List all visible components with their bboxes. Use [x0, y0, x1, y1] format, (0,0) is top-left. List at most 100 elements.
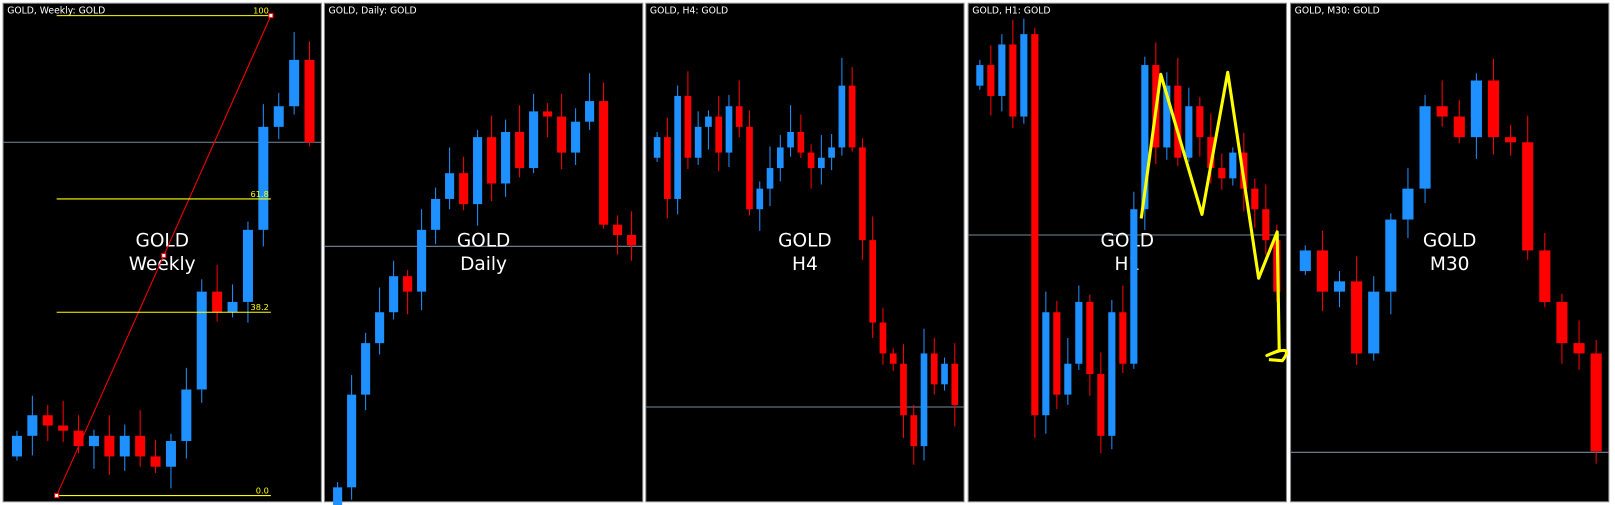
- candle-body: [746, 126, 753, 210]
- candle-body: [242, 229, 253, 302]
- candle-body: [289, 59, 300, 107]
- candle-body: [1539, 250, 1551, 302]
- candle-body: [1119, 312, 1127, 364]
- hand-drawing: [1139, 70, 1288, 363]
- panel-header: GOLD, H4: GOLD: [650, 6, 728, 17]
- candle-body: [227, 301, 238, 313]
- candle-body: [585, 101, 595, 122]
- candle-body: [998, 44, 1006, 96]
- candle-body: [674, 95, 681, 199]
- panel-header: GOLD, Daily: GOLD: [329, 6, 417, 17]
- candle-body: [941, 363, 948, 385]
- candle-body: [735, 106, 743, 127]
- watermark: Daily: [460, 254, 507, 275]
- candle-body: [1470, 80, 1482, 138]
- candle-body: [515, 131, 525, 169]
- candle-body: [181, 389, 192, 441]
- candle-body: [1333, 281, 1346, 292]
- candle-body: [459, 173, 469, 205]
- candle-body: [501, 131, 511, 184]
- candle-body: [304, 59, 315, 143]
- candle-body: [196, 291, 207, 390]
- candle-body: [889, 353, 897, 364]
- candle-body: [1368, 291, 1380, 354]
- candle-body: [1505, 137, 1517, 143]
- panel-header: GOLD, M30: GOLD: [1295, 6, 1380, 17]
- candle-body: [613, 224, 623, 235]
- candle-body: [375, 312, 385, 344]
- panel-header: GOLD, H1: GOLD: [972, 6, 1050, 17]
- candle-body: [11, 435, 22, 457]
- candle-body: [1207, 137, 1215, 169]
- candle-body: [403, 276, 413, 292]
- candle-body: [653, 137, 661, 158]
- candle-body: [869, 240, 877, 323]
- candle-body: [445, 173, 455, 199]
- candle-body: [787, 131, 794, 148]
- candle-body: [797, 131, 805, 153]
- candle-body: [684, 95, 692, 158]
- candle-body: [165, 440, 176, 467]
- chart-panel: GOLD Weekly GOLD, Weekly: GOLD 100 61.8 38.2 0…: [2, 2, 322, 503]
- candle-body: [1053, 312, 1061, 395]
- candle-body: [930, 353, 938, 385]
- candle-body: [879, 322, 887, 354]
- anchor-point: [161, 253, 167, 259]
- candle-body: [543, 111, 553, 117]
- watermark: GOLD: [1101, 230, 1155, 251]
- candle-body: [1522, 142, 1534, 251]
- candle-body: [431, 198, 441, 230]
- watermark: GOLD: [457, 230, 510, 251]
- candle-body: [212, 291, 223, 313]
- fib-label: 100: [253, 6, 269, 16]
- candle-body: [389, 276, 399, 313]
- candle-body: [27, 415, 38, 436]
- candle-body: [664, 137, 671, 199]
- candle-body: [776, 147, 784, 169]
- candle-body: [766, 168, 774, 189]
- candle-body: [273, 106, 284, 127]
- candle-body: [1130, 209, 1138, 364]
- candle-body: [119, 435, 130, 457]
- candle-body: [1453, 116, 1465, 138]
- candle-body: [910, 415, 918, 447]
- panel-header: GOLD, Weekly: GOLD: [7, 6, 105, 17]
- candle-body: [705, 116, 712, 127]
- panel-background: [1290, 2, 1610, 503]
- candle-body: [627, 234, 637, 246]
- candle-body: [694, 126, 702, 158]
- candle-body: [361, 343, 371, 395]
- candle-body: [1086, 301, 1094, 375]
- candle-body: [1229, 152, 1237, 179]
- candle-body: [1108, 312, 1116, 436]
- candle-body: [1385, 219, 1397, 292]
- candle-body: [1097, 374, 1105, 436]
- candle-body: [818, 157, 825, 169]
- candle-body: [1009, 44, 1017, 117]
- chart-panel: GOLD H4 GOLD, H4: GOLD: [645, 2, 965, 503]
- candle-body: [347, 394, 357, 488]
- fib-label: 38.2: [251, 302, 269, 312]
- candle-body: [1196, 106, 1204, 138]
- candle-body: [1064, 363, 1072, 395]
- watermark: GOLD: [1423, 230, 1477, 251]
- anchor-point: [54, 492, 60, 499]
- candle-body: [1218, 168, 1226, 179]
- candle-body: [1299, 250, 1311, 272]
- candle-body: [1174, 85, 1182, 158]
- candle-body: [104, 435, 115, 457]
- watermark: M30: [1430, 254, 1470, 275]
- candle-body: [1402, 188, 1414, 220]
- candle-body: [258, 126, 269, 230]
- candle-body: [1590, 353, 1602, 452]
- candle-body: [1042, 312, 1050, 416]
- panel-background: [2, 2, 322, 503]
- candle-body: [58, 425, 69, 431]
- candle-body: [976, 65, 984, 86]
- candle-body: [529, 111, 539, 169]
- fib-label: 61.8: [251, 189, 269, 199]
- candle-body: [473, 137, 483, 205]
- candle-body: [1573, 343, 1585, 354]
- candle-body: [88, 435, 99, 447]
